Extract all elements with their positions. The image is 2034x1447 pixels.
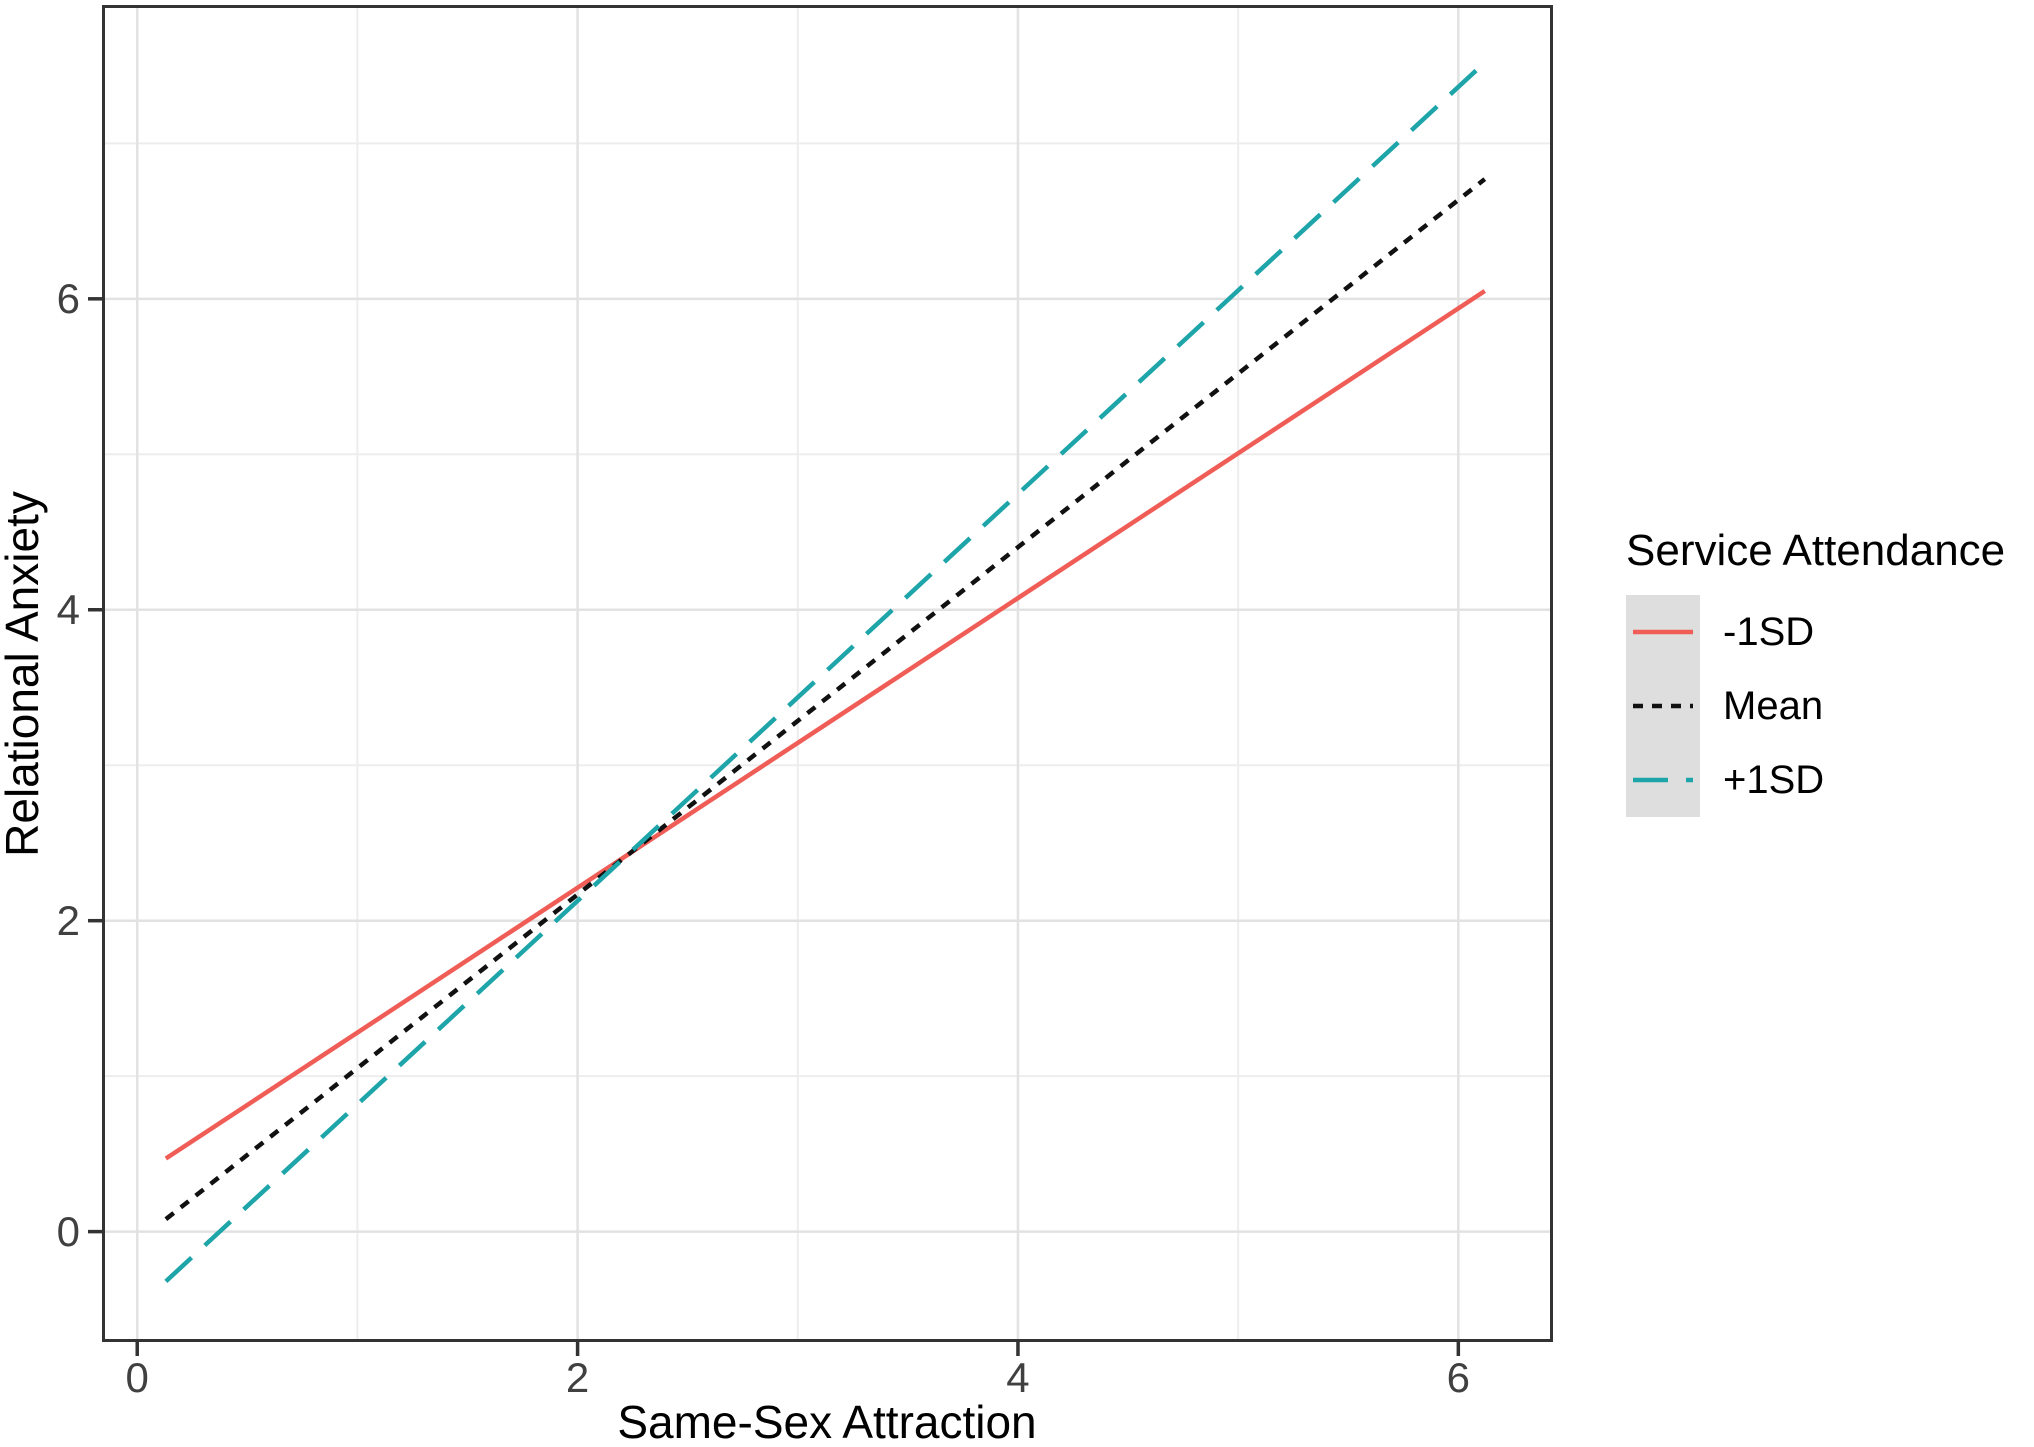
legend-item-minus-1sd: -1SD: [1626, 595, 2034, 669]
legend-key-mean-icon: [1626, 669, 1700, 743]
x-tick-label: 2: [565, 1354, 590, 1401]
legend-label-minus-1sd: -1SD: [1723, 610, 1815, 654]
series-line-+1sd: [164, 60, 1487, 1284]
legend-key-plus-1sd-icon: [1626, 743, 1700, 817]
y-tick-label: 4: [56, 585, 80, 633]
legend: Service Attendance -1SD Mean +1SD: [1626, 528, 2034, 817]
x-tick-label: 0: [125, 1354, 149, 1401]
series-line-mean: [164, 177, 1487, 1221]
legend-title: Service Attendance: [1626, 526, 2006, 575]
y-tick-label: 6: [56, 274, 80, 322]
x-tick-label: 4: [1006, 1354, 1030, 1401]
x-axis-title: Same-Sex Attraction: [617, 1396, 1037, 1447]
legend-key-minus-1sd-icon: [1626, 595, 1700, 669]
legend-label-mean: Mean: [1723, 684, 1824, 728]
y-tick-label: 0: [56, 1207, 80, 1255]
legend-item-plus-1sd: +1SD: [1626, 743, 2034, 817]
y-tick-label: 2: [56, 896, 80, 944]
legend-keys: -1SD Mean +1SD: [1626, 595, 2034, 817]
series-line--1sd: [164, 289, 1486, 1161]
y-axis-title: Relational Anxiety: [0, 491, 48, 857]
x-tick-label: 6: [1446, 1354, 1470, 1401]
legend-item-mean: Mean: [1626, 669, 2034, 743]
legend-label-plus-1sd: +1SD: [1723, 758, 1825, 802]
